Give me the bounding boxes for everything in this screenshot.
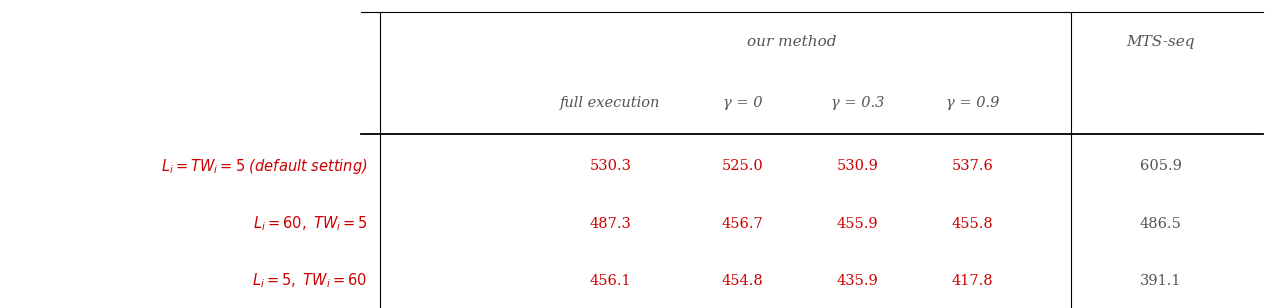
- Text: 525.0: 525.0: [721, 159, 763, 173]
- Text: $L_i = 60,\ TW_i = 5$: $L_i = 60,\ TW_i = 5$: [253, 214, 368, 233]
- Text: γ = 0: γ = 0: [722, 95, 762, 110]
- Text: 456.1: 456.1: [590, 274, 631, 288]
- Text: γ = 0.9: γ = 0.9: [946, 95, 1000, 110]
- Text: 455.9: 455.9: [837, 217, 878, 231]
- Text: 455.8: 455.8: [952, 217, 993, 231]
- Text: 530.9: 530.9: [837, 159, 879, 173]
- Text: 537.6: 537.6: [952, 159, 993, 173]
- Text: 435.9: 435.9: [837, 274, 879, 288]
- Text: full execution: full execution: [560, 95, 660, 110]
- Text: 486.5: 486.5: [1140, 217, 1182, 231]
- Text: 530.3: 530.3: [590, 159, 631, 173]
- Text: $L_i = TW_i = 5$ (default setting): $L_i = TW_i = 5$ (default setting): [161, 156, 368, 176]
- Text: our method: our method: [747, 35, 837, 49]
- Text: 487.3: 487.3: [590, 217, 631, 231]
- Text: γ = 0.3: γ = 0.3: [831, 95, 884, 110]
- Text: 417.8: 417.8: [952, 274, 993, 288]
- Text: MTS-seq: MTS-seq: [1127, 35, 1195, 49]
- Text: 454.8: 454.8: [721, 274, 763, 288]
- Text: $L_i = 5,\ TW_i = 60$: $L_i = 5,\ TW_i = 60$: [252, 272, 368, 290]
- Text: 456.7: 456.7: [721, 217, 763, 231]
- Text: 391.1: 391.1: [1140, 274, 1181, 288]
- Text: 605.9: 605.9: [1140, 159, 1182, 173]
